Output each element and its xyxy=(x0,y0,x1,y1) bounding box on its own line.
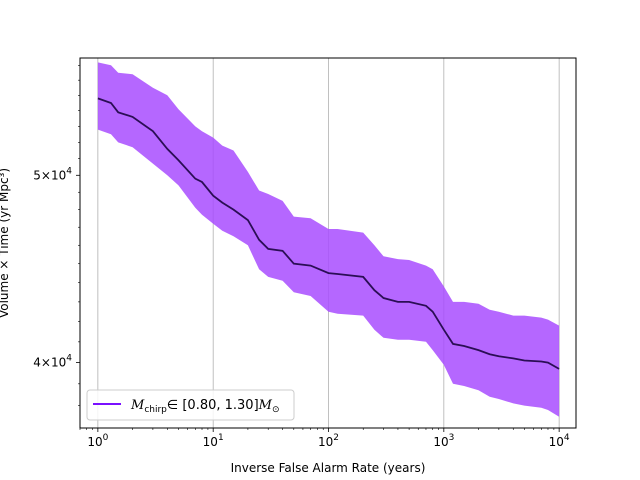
x-tick-label: 103 xyxy=(433,433,454,449)
legend: Mchirp∈ [0.80, 1.30]M⊙ xyxy=(86,389,295,421)
x-tick-label: 101 xyxy=(203,433,224,449)
x-axis-ticks: 100 101 102 103 104 xyxy=(79,428,570,449)
plot-frame xyxy=(79,57,577,429)
y-axis-label: Volume × Time (yr Mpc³) xyxy=(0,168,11,318)
legend-box xyxy=(86,389,295,421)
x-axis-label: Inverse False Alarm Rate (years) xyxy=(231,461,426,475)
x-tick-label: 102 xyxy=(318,433,339,449)
y-axis-ticks: 4×104 5×104 xyxy=(33,65,80,406)
median-series-line xyxy=(97,97,560,370)
x-tick-label: 100 xyxy=(87,433,108,449)
legend-entry: Mchirp∈ [0.80, 1.30]M⊙ xyxy=(130,398,280,415)
y-tick-label: 4×104 xyxy=(33,354,72,370)
x-tick-label: 104 xyxy=(549,433,570,449)
y-tick-label: 5×104 xyxy=(33,166,72,182)
